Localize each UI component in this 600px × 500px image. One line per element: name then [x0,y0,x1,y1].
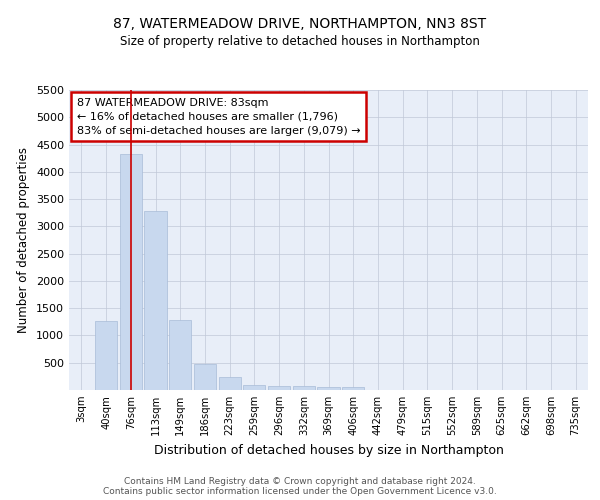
Text: Contains HM Land Registry data © Crown copyright and database right 2024.: Contains HM Land Registry data © Crown c… [124,477,476,486]
X-axis label: Distribution of detached houses by size in Northampton: Distribution of detached houses by size … [154,444,503,456]
Bar [342,386,364,390]
Bar [169,320,191,390]
Bar [317,386,340,390]
Text: Contains public sector information licensed under the Open Government Licence v3: Contains public sector information licen… [103,487,497,496]
Bar [145,211,167,390]
Bar [119,154,142,390]
Bar [243,384,265,390]
Bar [268,386,290,390]
Bar [95,320,117,390]
Text: 87, WATERMEADOW DRIVE, NORTHAMPTON, NN3 8ST: 87, WATERMEADOW DRIVE, NORTHAMPTON, NN3 … [113,18,487,32]
Bar [194,364,216,390]
Y-axis label: Number of detached properties: Number of detached properties [17,147,31,333]
Text: 87 WATERMEADOW DRIVE: 83sqm
← 16% of detached houses are smaller (1,796)
83% of : 87 WATERMEADOW DRIVE: 83sqm ← 16% of det… [77,98,361,136]
Text: Size of property relative to detached houses in Northampton: Size of property relative to detached ho… [120,35,480,48]
Bar [218,377,241,390]
Bar [293,386,315,390]
